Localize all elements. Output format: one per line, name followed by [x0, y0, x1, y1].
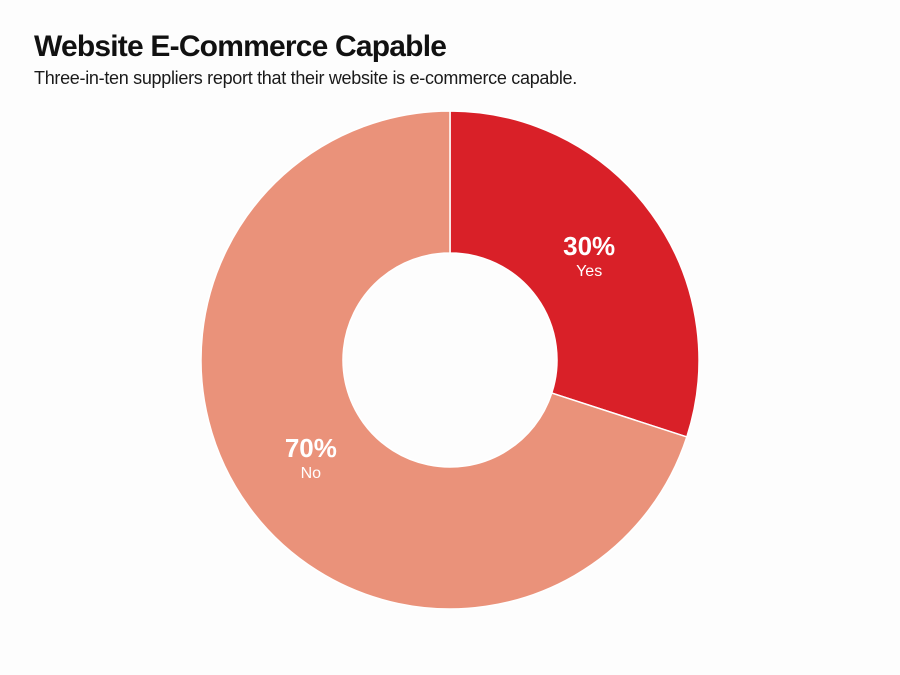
slice-percent-label-no: 70%: [285, 433, 337, 463]
chart-title: Website E-Commerce Capable: [34, 30, 447, 63]
donut-slice-yes: [449, 110, 700, 438]
chart-header: Website E-Commerce Capable Three-in-ten …: [34, 30, 874, 89]
slice-category-label-no: No: [301, 465, 322, 482]
donut-slice-no: [200, 110, 688, 610]
slice-category-label-yes: Yes: [576, 263, 602, 280]
donut-labels: 30% Yes 70% No: [285, 231, 615, 482]
slice-percent-label-yes: 30%: [563, 231, 615, 261]
chart-subtitle: Three-in-ten suppliers report that their…: [34, 68, 577, 88]
donut-slices: [200, 110, 700, 610]
